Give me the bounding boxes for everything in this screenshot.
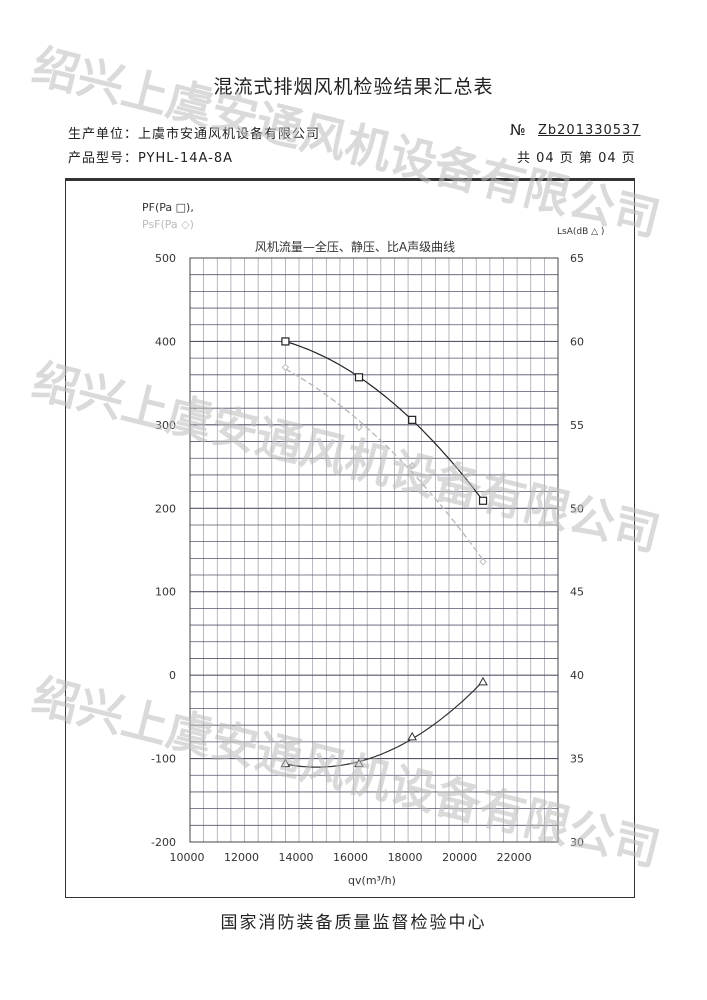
manufacturer: 生产单位：上虞市安通风机设备有限公司: [68, 127, 321, 142]
y-right-tick-label: 35: [570, 753, 584, 766]
y-right-tick-label: 45: [570, 586, 584, 599]
total_pressure-point: [408, 415, 417, 424]
page-count: 共 04 页 第 04 页: [517, 151, 636, 166]
tick-labels: 10000 12000 14000 16000 18000 20000 2200050040…: [151, 252, 584, 864]
y-left-tick-label: 500: [155, 252, 176, 265]
y-left-tick-label: 400: [155, 335, 176, 348]
static_pressure-point: [355, 423, 363, 432]
sound_level-point: [407, 731, 418, 741]
static_pressure-line: [285, 368, 484, 561]
chart-title: 风机流量—全压、静压、比A声级曲线: [255, 239, 455, 254]
left-axis-label-static: PsF(Pa ◇): [142, 218, 194, 231]
y-right-tick-label: 40: [570, 669, 584, 682]
sound_level-point: [478, 676, 488, 686]
document-title: 混流式排烟风机检验结果汇总表: [213, 76, 494, 98]
total_pressure-point: [281, 337, 290, 346]
y-right-tick-label: 55: [570, 419, 584, 432]
x-tick-label: 14000: [279, 851, 314, 864]
x-tick-label: 16000: [333, 851, 368, 864]
sound_level-line: [285, 680, 484, 768]
y-left-tick-label: -200: [151, 836, 176, 849]
sound_level-point: [354, 758, 364, 768]
y-right-tick-label: 50: [570, 502, 584, 515]
x-tick-label: 18000: [388, 851, 423, 864]
x-tick-label: 22000: [497, 851, 532, 864]
x-axis-label: qv(m³/h): [348, 874, 396, 887]
y-left-tick-label: -100: [151, 753, 176, 766]
product-model: 产品型号：PYHL-14A-8A: [68, 151, 233, 166]
plot-border: [189, 257, 559, 843]
chart-frame: [65, 178, 635, 898]
y-left-tick-label: 100: [155, 586, 176, 599]
left-axis-label-total: PF(Pa □),: [142, 201, 194, 214]
y-right-tick-label: 30: [570, 836, 584, 849]
sound_level-point: [280, 758, 291, 768]
report-number: Zb201330537: [538, 123, 641, 138]
static_pressure-point: [408, 462, 416, 470]
y-left-tick-label: 0: [169, 669, 176, 682]
static_pressure-point: [281, 363, 290, 371]
x-tick-label: 10000: [170, 851, 205, 864]
footer-org: 国家消防装备质量监督检验中心: [220, 913, 487, 933]
watermark-text: 绍兴上虞安通风机设备有限公司: [27, 38, 665, 246]
x-tick-label: 12000: [224, 851, 259, 864]
total_pressure-point: [478, 496, 488, 505]
grid: [189, 257, 559, 843]
watermark: 绍兴上虞安通风机设备有限公司绍兴上虞安通风机设备有限公司绍兴上虞安通风机设备有限…: [27, 38, 665, 876]
total_pressure-line: [285, 340, 484, 502]
y-left-tick-label: 200: [155, 502, 176, 515]
watermark-text: 绍兴上虞安通风机设备有限公司: [27, 353, 665, 561]
series: [280, 337, 488, 768]
y-left-tick-label: 300: [155, 419, 176, 432]
watermark-text: 绍兴上虞安通风机设备有限公司: [27, 668, 665, 876]
right-axis-label: LsA(dB △ ): [557, 227, 604, 237]
total_pressure-point: [354, 373, 364, 382]
report-number-prefix: №: [510, 121, 527, 139]
y-right-tick-label: 60: [570, 335, 584, 348]
x-tick-label: 20000: [442, 851, 477, 864]
y-right-tick-label: 65: [570, 252, 584, 265]
static_pressure-point: [479, 557, 487, 566]
